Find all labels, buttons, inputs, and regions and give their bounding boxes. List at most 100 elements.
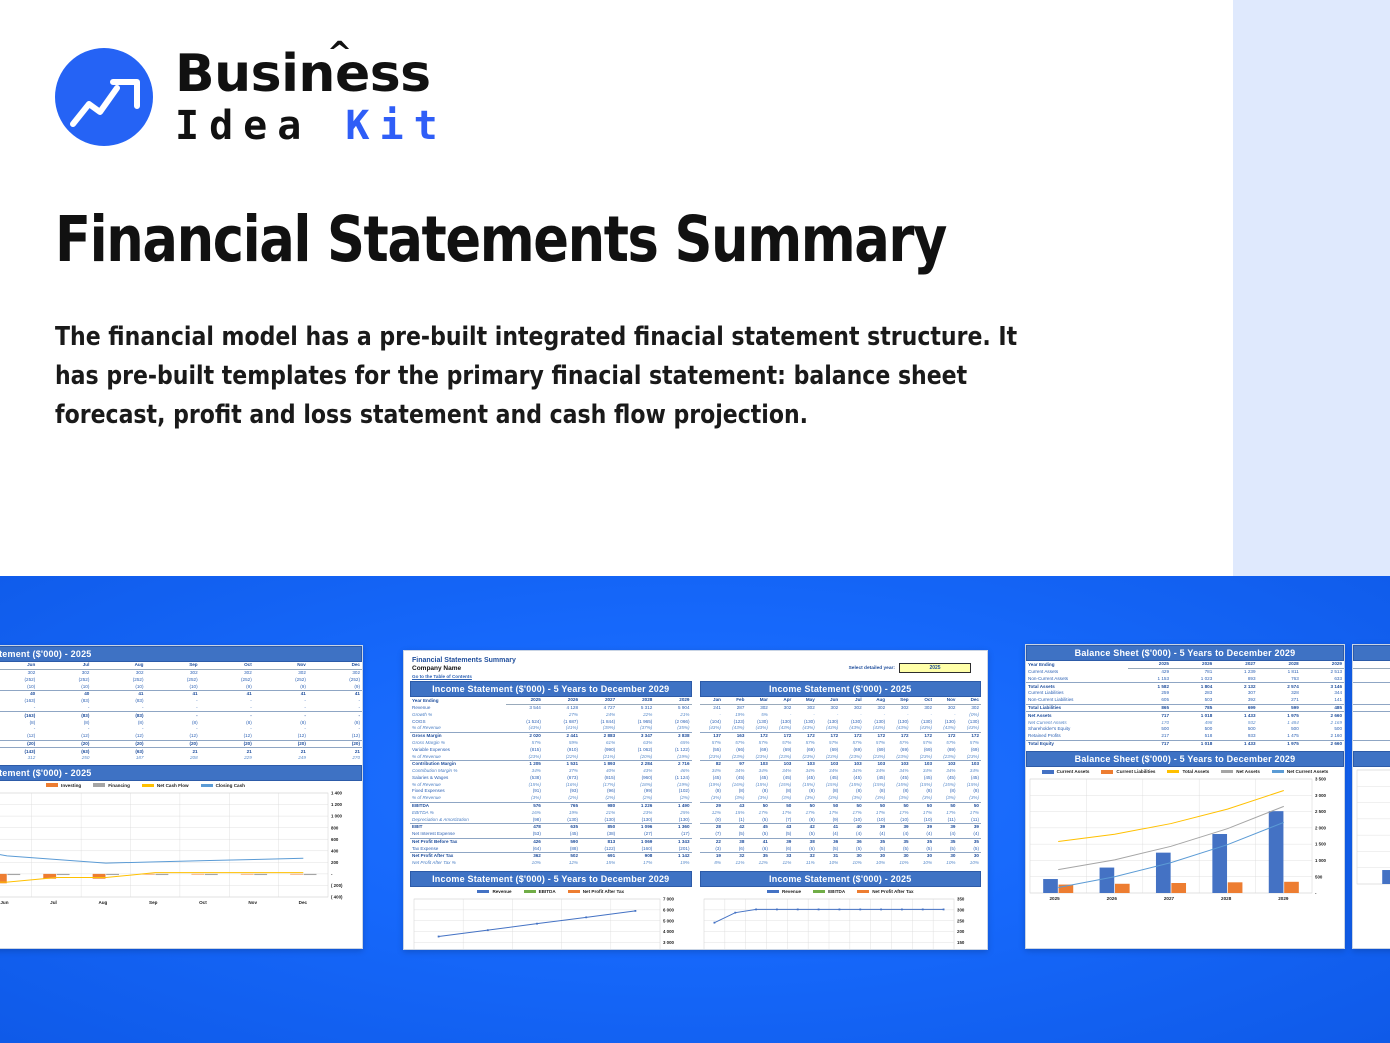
table-cell: 21 [307,747,362,756]
table-cell: - [250,704,252,710]
table-of-contents-link[interactable]: Go to the Table of Contents [412,674,472,679]
axis-tick-label: 2028 [1221,896,1232,902]
table-cell: 500 [1291,726,1299,732]
table-cell: (5) [879,845,886,851]
table-row: 241 287 302 302 302 302 302 302 302 302 302 302 [700,704,982,711]
table-cell: (2%) [642,795,653,801]
column-header: Feb [722,697,747,705]
table-cell: 1 433 [1214,711,1258,720]
balance-sheet-screenshot-card[interactable]: Balance Sheet ($'000) - 5 Years to Decem… [1025,644,1345,949]
table-row: Current Assets 429 781 1 239 1 811 2 513 [1026,668,1344,675]
table-cell: 34% [852,768,862,774]
table-cell: (163) [0,711,38,720]
table-cell: (20) [199,739,254,748]
table-cell: 36 [840,837,864,846]
table-cell: 57% [735,739,745,745]
table-cell: 35 [934,837,958,846]
table-cell: (12) [297,733,306,739]
table-cell: (20) [37,739,92,748]
table-cell: (4) [856,831,862,837]
table-cell: 576 [505,801,543,810]
table-cell: (43%) [896,725,909,731]
monthly-income-column: Income Statement ($'000) - 2025 Jan Feb Ma… [699,681,982,867]
table-cell: (201) [678,845,690,851]
table-cell: (960) [641,774,653,780]
table-cell: (3%) [781,795,792,801]
table-cell: (5) [926,845,933,851]
svg-text:1 000: 1 000 [1315,858,1327,863]
table-cell: (3%) [805,795,815,801]
table-cell: (23%) [919,753,933,759]
table-cell: 302 [830,705,839,711]
table-cell: (10) [189,683,198,689]
table-cell: (130) [968,718,979,724]
table-cell: 302 [760,705,768,711]
table-cell: 34% [531,768,541,774]
table-cell: 41 [746,837,770,846]
table-cell: 12% [711,809,721,815]
screenshot-showcase-band: Cash Flow Statement ($'000) - 2025 MayJu… [0,576,1390,1043]
table-cell: (3%) [851,795,862,801]
column-header: Jul [37,662,92,670]
column-header: Mar [746,697,770,705]
monthly-income-chart-column: Income Statement ($'000) - 2025 Revenue E… [699,870,981,949]
income-statement-screenshot-card[interactable]: Financial Statements Summary Company Nam… [403,650,988,950]
table-row: Fixed Expenses (91) (93) (96) (99) (102) [410,788,692,795]
table-cell: (102) [678,788,690,794]
table-cell: 172 [934,731,958,740]
cash-flow-chart-plot: 1 400 1 200 1 000 800 600 400 200 - ( 200) ( 400) [0,790,362,900]
row-label: Current Liabilities [1028,690,1064,696]
table-cell: 35 [957,837,981,846]
table-cell: 57% [758,739,768,745]
table-cell: 50 [816,801,841,810]
table-cell: 590 [542,837,581,846]
table-cell: 17% [805,809,815,815]
table-row: 19 32 35 33 32 31 30 30 30 30 30 30 [699,852,981,860]
balance-monthly-chart-xaxis: Jan [1353,887,1390,892]
select-year-input[interactable]: 2025 [899,663,971,673]
svg-text:200: 200 [957,929,965,934]
table-cell: 39 [887,823,911,831]
row-label: Year Ending [412,697,439,703]
table-row: 500 [1353,726,1390,733]
monthly-income-title: Income Statement ($'000) - 2025 [699,681,981,697]
svg-text:-: - [1315,891,1317,896]
legend-label: Total Assets [1182,769,1210,775]
table-row: (43%) (43%) (43%) (43%) (43%) (43%) (43%) (43%)… [700,725,982,732]
table-cell: 217 [1161,733,1169,739]
table-cell: 23% [643,809,653,815]
table-cell: (1 687) [563,718,579,724]
cash-flow-screenshot-card[interactable]: Cash Flow Statement ($'000) - 2025 MayJu… [0,645,363,949]
brand-logo: Business ^ Idea Kit [55,39,448,146]
table-cell: 19% [568,809,579,815]
column-header: 2027 [1214,661,1258,669]
table-cell: 50 [910,801,935,810]
balance-sheet-monthly-screenshot-card[interactable]: Jan1 1741241 297936927865121 08150012512… [1352,644,1390,949]
table-cell: 328 [1291,690,1299,696]
select-year-control[interactable]: Select detailed year: 2025 [849,663,971,673]
table-cell: (4) [902,831,909,837]
table-cell: 29 [699,801,723,810]
table-cell: 1 804 [1171,682,1215,691]
legend-item: Current Liabilities [1101,769,1155,774]
table-cell: 30 [887,852,911,860]
table-cell: 30 [957,852,981,860]
table-cell: 34% [899,768,909,774]
table-header-row: Year Ending 2025 2026 2027 2028 2029 [410,697,692,705]
table-cell: 717 [1127,739,1171,748]
table-cell: 500 [1353,726,1390,733]
legend-swatch [813,889,826,893]
table-cell: 2 132 [1214,682,1258,691]
table-cell: (6) [762,845,768,851]
table-row: Net Interest Expense (53) (45) (38) (27) (17) [410,831,692,838]
table-cell: (130) [641,816,653,822]
row-label: Net Profit Before Tax [410,837,506,846]
row-label: Tax Expense [412,845,439,851]
table-cell: (3%) [898,795,909,801]
table-cell: 302 [352,670,360,676]
table-cell: (88) [569,845,579,851]
legend-swatch [1101,769,1114,774]
table-row: EBITDA % 16% 19% 21% 23% 25% [410,810,692,817]
table-cell: 41 [91,690,146,698]
